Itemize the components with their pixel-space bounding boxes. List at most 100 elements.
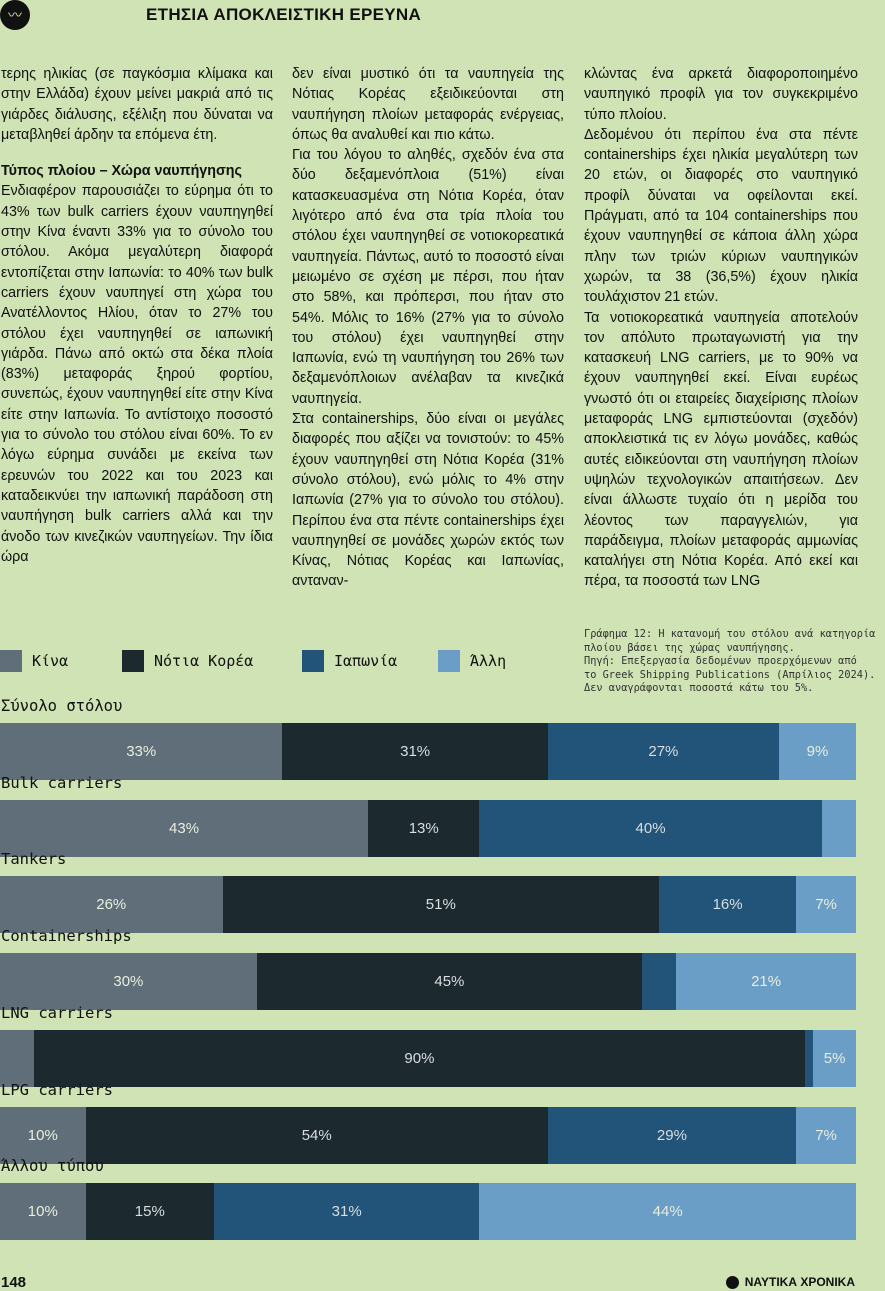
legend-item: Άλλη: [438, 650, 506, 672]
bar-row: 10% 54% 29% 7%: [0, 1107, 856, 1164]
bar-segment: 13%: [368, 800, 480, 857]
data-label: 30%: [113, 973, 144, 990]
legend-swatch: [438, 650, 460, 672]
bar-segment: [821, 800, 856, 857]
bar-segment: 45%: [256, 953, 642, 1010]
data-label: 33%: [126, 743, 157, 760]
legend-label: Ιαπωνία: [334, 652, 398, 670]
bar-segment: [642, 953, 677, 1010]
data-label: 26%: [96, 896, 127, 913]
page-header-title: ΕΤΗΣΙΑ ΑΠΟΚΛΕΙΣΤΙΚΗ ΕΡΕΥΝΑ: [146, 5, 422, 24]
bar-segment: 43%: [0, 800, 369, 857]
paragraph: τερης ηλικίας (σε παγκόσμια κλίμακα και …: [1, 66, 273, 143]
bar-row: 10% 15% 31% 44%: [0, 1183, 856, 1240]
legend-label: Κίνα: [32, 652, 69, 670]
bar-segment: 44%: [479, 1183, 856, 1240]
bar-row: 43% 13% 40%: [0, 800, 856, 857]
section-heading: Τύπος πλοίου – Χώρα ναυπήγησης: [1, 161, 273, 181]
caption-line: Πηγή: Επεξεργασία δεδομένων προερχόμενων…: [584, 655, 857, 668]
bar-segment: 51%: [222, 876, 660, 933]
bar-row: 33% 31% 27% 9%: [0, 723, 856, 780]
bar-segment: 10%: [0, 1183, 86, 1240]
data-label: 51%: [425, 896, 456, 913]
data-label: 43%: [169, 820, 200, 837]
bar-segment: 90%: [34, 1030, 805, 1087]
bar-segment: 21%: [676, 953, 856, 1010]
caption-line: Γράφημα 12: Η κατανομή του στόλου ανά κα…: [584, 628, 876, 640]
bar-segment: 7%: [796, 1107, 856, 1164]
legend-swatch: [302, 650, 324, 672]
text-column-3: κλώντας ένα αρκετά διαφοροποιημένο ναυπη…: [584, 64, 858, 592]
legend-swatch: [0, 650, 22, 672]
legend-label: Άλλη: [470, 652, 507, 670]
category-label: Άλλου τύπου: [1, 1157, 104, 1175]
bar-segment: 5%: [813, 1030, 856, 1087]
paragraph: δεν είναι μυστικό ότι τα ναυπηγεία της Ν…: [292, 66, 564, 143]
legend-item: Ιαπωνία: [302, 650, 397, 672]
legend-item: Νότια Κορέα: [122, 650, 253, 672]
data-label: 7%: [815, 1127, 837, 1144]
data-label: 5%: [823, 1050, 846, 1067]
bar-segment: 26%: [0, 876, 223, 933]
caption-line: Δεν αναγράφονται ποσοστά κάτω του 5%.: [584, 682, 814, 695]
data-label: 29%: [656, 1127, 687, 1144]
category-label: Tankers: [1, 850, 67, 868]
bar-segment: 15%: [85, 1183, 214, 1240]
text-column-2: δεν είναι μυστικό ότι τα ναυπηγεία της Ν…: [292, 64, 564, 592]
page-number: 148: [1, 1274, 27, 1291]
data-label: 54%: [301, 1127, 332, 1144]
bar-segment: 16%: [659, 876, 797, 933]
bar-segment: 29%: [547, 1107, 797, 1164]
legend-label: Νότια Κορέα: [154, 652, 254, 670]
chart-caption: Γράφημα 12: Η κατανομή του στόλου ανά κα…: [584, 628, 884, 696]
data-label: 90%: [404, 1050, 435, 1067]
bar-row: 26% 51% 16% 7%: [0, 876, 856, 933]
data-label: 10%: [27, 1203, 58, 1220]
bar-segment: 33%: [0, 723, 283, 780]
category-label: LNG carriers: [1, 1004, 113, 1022]
bar-row: 30% 45% 21%: [0, 953, 856, 1010]
paragraph: Τα νοτιοκορεατικά ναυπηγεία αποτελούν το…: [584, 309, 858, 590]
section-heading-text: Τύπος πλοίου – Χώρα ναυπήγησης: [1, 163, 242, 180]
brand-logo-icon: [725, 1275, 739, 1289]
paragraph: Για του λόγου το αληθές, σχεδόν ένα στα …: [292, 147, 564, 407]
data-label: 7%: [815, 896, 837, 913]
bar-segment: 40%: [479, 800, 822, 857]
bar-segment: [0, 1030, 35, 1087]
data-label: 44%: [652, 1203, 683, 1220]
legend-swatch: [122, 650, 144, 672]
wave-logo-icon: 〰: [0, 0, 30, 30]
chart-legend: Κίνα Νότια Κορέα Ιαπωνία Άλλη: [0, 648, 580, 678]
paragraph: κλώντας ένα αρκετά διαφοροποιημένο ναυπη…: [584, 66, 858, 123]
bar-segment: 31%: [214, 1183, 480, 1240]
paragraph: Ενδιαφέρον παρουσιάζει το εύρημα ότι το …: [1, 183, 273, 565]
bar-segment: 27%: [547, 723, 779, 780]
bar-segment: 54%: [85, 1107, 548, 1164]
data-label: 13%: [408, 820, 439, 837]
text-column-1: τερης ηλικίας (σε παγκόσμια κλίμακα και …: [1, 64, 273, 567]
data-label: 27%: [648, 743, 679, 760]
data-label: 31%: [400, 743, 431, 760]
bar-segment: 30%: [0, 953, 257, 1010]
data-label: 9%: [806, 743, 829, 760]
paragraph: Δεδομένου ότι περίπου ένα στα πέντε cont…: [584, 126, 858, 306]
data-label: 21%: [751, 973, 782, 990]
data-label: 40%: [635, 820, 666, 837]
caption-line: πλοίου βάσει της χώρας ναυπήγησης.: [584, 641, 795, 654]
data-label: 31%: [331, 1203, 362, 1220]
footer-brand: ΝΑΥΤΙΚΑ ΧΡΟΝΙΚΑ: [725, 1275, 855, 1289]
data-label: 16%: [712, 896, 743, 913]
category-label: Σύνολο στόλου: [1, 697, 123, 715]
data-label: 10%: [27, 1127, 58, 1144]
bar-segment: 7%: [796, 876, 856, 933]
footer-brand-text: ΝΑΥΤΙΚΑ ΧΡΟΝΙΚΑ: [744, 1275, 855, 1289]
bar-segment: 9%: [778, 723, 856, 780]
bar-segment: 31%: [282, 723, 548, 780]
category-label: LPG carriers: [1, 1081, 113, 1099]
bar-segment: 10%: [0, 1107, 86, 1164]
category-label: Bulk carriers: [1, 774, 123, 792]
caption-line: το Greek Shipping Publications (Απρίλιος…: [584, 668, 876, 681]
category-label: Containerships: [1, 927, 132, 945]
data-label: 45%: [434, 973, 465, 990]
legend-item: Κίνα: [0, 650, 68, 672]
